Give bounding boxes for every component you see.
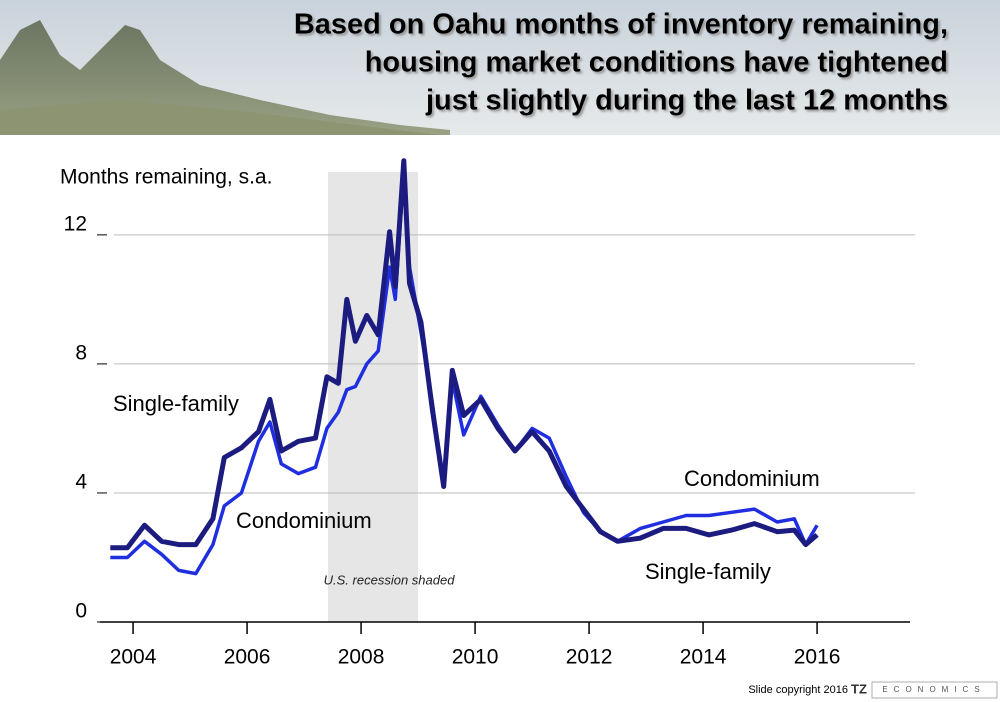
x-tick-label: 2012 [566,646,613,669]
x-tick-label: 2016 [794,646,841,669]
series-line [110,158,819,551]
y-tick-label: 12 [64,212,87,235]
footer: Slide copyright 2016 [748,684,848,696]
logo-sub: ECONOMICS [882,685,985,694]
x-tick-label: 2014 [680,646,727,669]
logo: TZ [851,681,867,696]
title-line: just slightly during the last 12 months [425,85,948,117]
banner [0,0,1000,135]
recession-shade [328,172,419,622]
x-tick-label: 2006 [224,646,271,669]
shade-label: U.S. recession shaded [324,572,456,587]
logo-box [871,681,998,699]
series-label: Condominium [684,466,820,491]
x-tick-label: 2010 [452,646,499,669]
x-tick-label: 2004 [110,646,157,669]
x-tick-label: 2008 [338,646,385,669]
series-label: Single-family [113,391,239,416]
y-tick-label: 0 [75,600,87,623]
series-label: Condominium [236,508,372,533]
title-line: Based on Oahu months of inventory remain… [294,9,948,41]
title: Based on Oahu months of inventory remain… [294,9,948,117]
plot: U.S. recession shaded 0 4 8 12 Months remaini… [60,158,998,699]
y-tick-label: 8 [75,341,87,364]
series-label: Single-family [645,559,771,584]
y-axis-label: Months remaining, s.a. [60,166,272,189]
y-tick-label: 4 [75,471,87,494]
title-line: housing market conditions have tightened [365,47,948,79]
